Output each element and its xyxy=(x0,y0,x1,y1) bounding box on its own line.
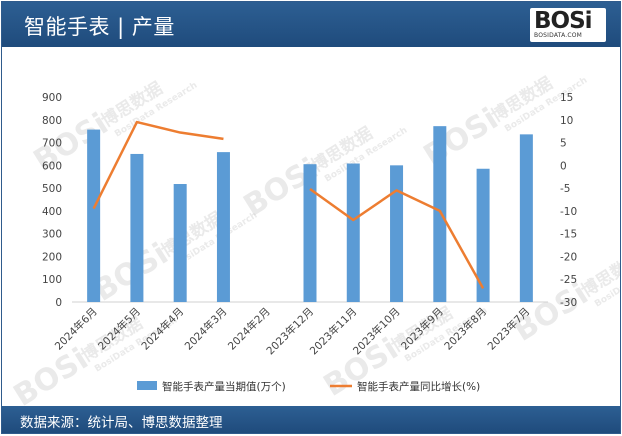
right-axis-tick: 5 xyxy=(560,138,567,150)
right-axis-tick: 0 xyxy=(560,160,567,172)
right-axis-tick: -25 xyxy=(560,274,577,286)
legend-bar-label: 智能手表产量当期值(万个) xyxy=(162,380,286,393)
legend-bar-swatch xyxy=(137,381,157,390)
bar xyxy=(304,164,317,302)
right-axis-tick: -30 xyxy=(560,297,577,309)
left-axis-tick: 900 xyxy=(42,92,62,104)
left-axis-tick: 800 xyxy=(42,115,62,127)
right-axis-tick: -10 xyxy=(560,206,577,218)
bar xyxy=(130,154,143,302)
right-axis-tick: 10 xyxy=(560,115,573,127)
left-axis-tick: 400 xyxy=(42,206,62,218)
left-axis-tick: 500 xyxy=(42,183,62,195)
bar xyxy=(217,152,230,302)
left-axis-tick: 200 xyxy=(42,251,62,263)
category-label: 2024年2月 xyxy=(225,305,273,353)
left-axis-tick: 300 xyxy=(42,229,62,241)
bar xyxy=(520,134,533,302)
right-axis-tick: 15 xyxy=(560,92,573,104)
left-axis-tick: 100 xyxy=(42,274,62,286)
right-axis-tick: -20 xyxy=(560,251,577,263)
category-label: 2024年4月 xyxy=(139,305,187,353)
legend-line-label: 智能手表产量同比增长(%) xyxy=(357,380,480,393)
bar xyxy=(87,130,100,302)
right-axis-tick: -5 xyxy=(560,183,570,195)
bar xyxy=(433,126,446,302)
category-label: 2024年3月 xyxy=(182,305,230,353)
left-axis-tick: 0 xyxy=(55,297,62,309)
bar xyxy=(347,164,360,302)
left-axis-tick: 600 xyxy=(42,160,62,172)
right-axis-tick: -15 xyxy=(560,229,577,241)
bar xyxy=(390,165,403,302)
bar xyxy=(174,184,187,302)
left-axis-tick: 700 xyxy=(42,138,62,150)
footer-bar: 数据来源：统计局、博思数据整理 xyxy=(2,406,620,433)
data-source: 数据来源：统计局、博思数据整理 xyxy=(20,411,223,431)
